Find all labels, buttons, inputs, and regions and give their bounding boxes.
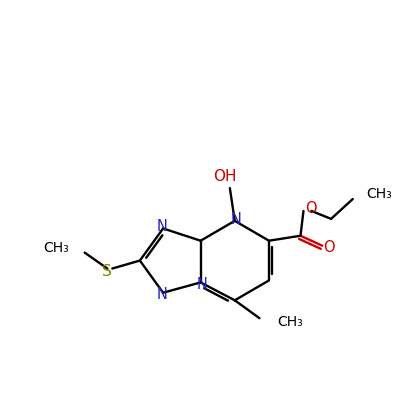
Text: CH₃: CH₃ [277, 315, 303, 329]
Text: N: N [157, 287, 168, 302]
Text: O: O [323, 240, 335, 255]
Text: CH₃: CH₃ [366, 187, 392, 201]
Text: O: O [306, 202, 317, 216]
Text: N: N [157, 219, 168, 234]
Text: S: S [102, 264, 112, 279]
Text: N: N [230, 212, 241, 227]
Text: N: N [196, 277, 207, 292]
Text: CH₃: CH₃ [43, 241, 69, 255]
Text: OH: OH [213, 169, 237, 184]
